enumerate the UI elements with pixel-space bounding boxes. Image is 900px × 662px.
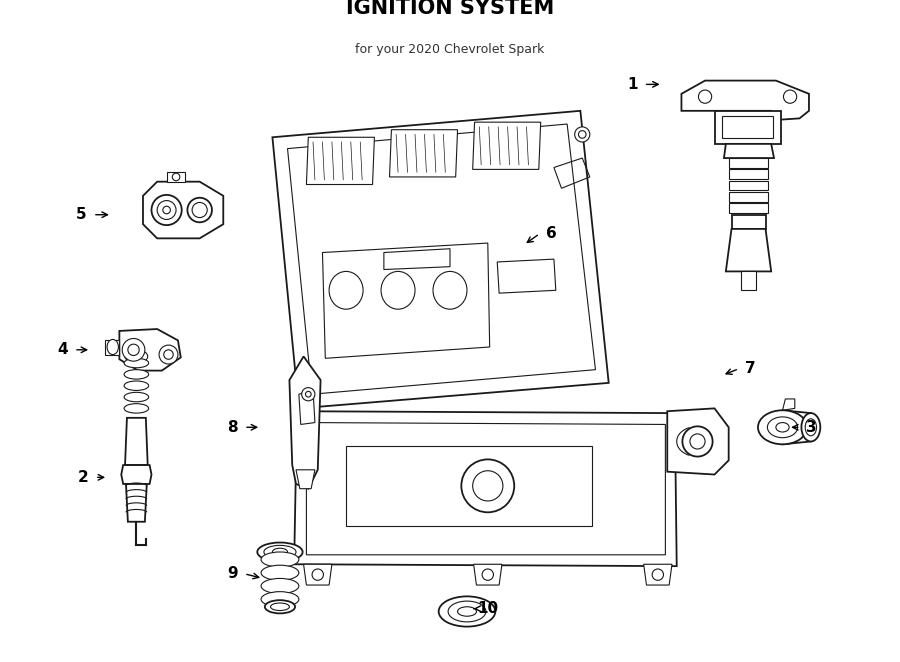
Circle shape [172, 173, 180, 181]
Polygon shape [667, 408, 729, 475]
Ellipse shape [758, 410, 807, 444]
Text: 8: 8 [228, 420, 238, 435]
Ellipse shape [438, 596, 495, 627]
Circle shape [128, 344, 140, 355]
Ellipse shape [257, 543, 302, 561]
Ellipse shape [261, 592, 299, 607]
Polygon shape [290, 356, 320, 489]
Ellipse shape [806, 419, 816, 436]
Circle shape [151, 195, 182, 225]
Polygon shape [644, 564, 672, 585]
Polygon shape [122, 465, 151, 484]
Circle shape [187, 198, 212, 222]
Circle shape [579, 130, 586, 138]
Polygon shape [473, 564, 502, 585]
Ellipse shape [124, 404, 148, 413]
Polygon shape [782, 410, 811, 444]
Text: for your 2020 Chevrolet Spark: for your 2020 Chevrolet Spark [356, 43, 544, 56]
Ellipse shape [776, 422, 789, 432]
Polygon shape [729, 203, 769, 213]
Polygon shape [725, 229, 771, 271]
Polygon shape [105, 340, 120, 355]
Circle shape [192, 203, 207, 218]
Circle shape [159, 345, 178, 364]
Polygon shape [729, 158, 769, 167]
Circle shape [682, 426, 713, 457]
Polygon shape [126, 484, 147, 522]
Text: 4: 4 [58, 342, 68, 357]
Text: 1: 1 [627, 77, 637, 92]
Ellipse shape [271, 603, 290, 610]
Polygon shape [741, 271, 756, 291]
Circle shape [462, 459, 514, 512]
Ellipse shape [457, 607, 476, 616]
Ellipse shape [448, 601, 486, 622]
Circle shape [163, 207, 170, 214]
Polygon shape [724, 144, 774, 158]
Polygon shape [729, 181, 769, 190]
Circle shape [122, 338, 145, 361]
Circle shape [482, 569, 493, 581]
Circle shape [784, 90, 796, 103]
Circle shape [698, 90, 712, 103]
Ellipse shape [801, 413, 820, 442]
Text: IGNITION SYSTEM: IGNITION SYSTEM [346, 0, 554, 19]
Circle shape [164, 350, 173, 359]
Polygon shape [296, 470, 315, 489]
Circle shape [305, 391, 311, 397]
Circle shape [312, 569, 323, 581]
Ellipse shape [107, 340, 119, 355]
Ellipse shape [124, 358, 148, 368]
Ellipse shape [261, 579, 299, 594]
Circle shape [302, 388, 315, 401]
Ellipse shape [124, 393, 148, 402]
Polygon shape [303, 564, 332, 585]
Ellipse shape [124, 381, 148, 391]
Polygon shape [472, 122, 541, 169]
Ellipse shape [125, 350, 148, 363]
Polygon shape [273, 111, 608, 408]
Circle shape [472, 471, 503, 501]
Circle shape [652, 569, 663, 581]
Polygon shape [125, 418, 148, 465]
Bar [722, 116, 773, 138]
Ellipse shape [265, 600, 295, 614]
Polygon shape [729, 169, 769, 179]
Text: 9: 9 [228, 566, 238, 581]
Polygon shape [715, 111, 780, 144]
Polygon shape [681, 81, 809, 120]
Polygon shape [322, 243, 490, 358]
Ellipse shape [261, 552, 299, 567]
Polygon shape [143, 181, 223, 238]
Polygon shape [166, 172, 185, 181]
Polygon shape [497, 259, 556, 293]
Ellipse shape [273, 548, 287, 556]
Polygon shape [732, 214, 766, 229]
Polygon shape [729, 192, 769, 201]
Text: 3: 3 [806, 420, 817, 435]
Ellipse shape [261, 565, 299, 581]
Text: 6: 6 [545, 226, 556, 241]
Polygon shape [390, 130, 457, 177]
Polygon shape [782, 399, 795, 410]
Ellipse shape [768, 417, 797, 438]
Polygon shape [306, 137, 374, 185]
Circle shape [690, 434, 705, 449]
Ellipse shape [264, 545, 296, 559]
Text: 10: 10 [477, 601, 499, 616]
Circle shape [158, 201, 176, 220]
Text: 7: 7 [745, 361, 756, 376]
Circle shape [575, 127, 590, 142]
Text: 2: 2 [78, 470, 89, 485]
Text: 5: 5 [76, 207, 87, 222]
Polygon shape [294, 411, 677, 566]
Ellipse shape [124, 369, 148, 379]
Polygon shape [120, 329, 181, 371]
Polygon shape [384, 249, 450, 269]
